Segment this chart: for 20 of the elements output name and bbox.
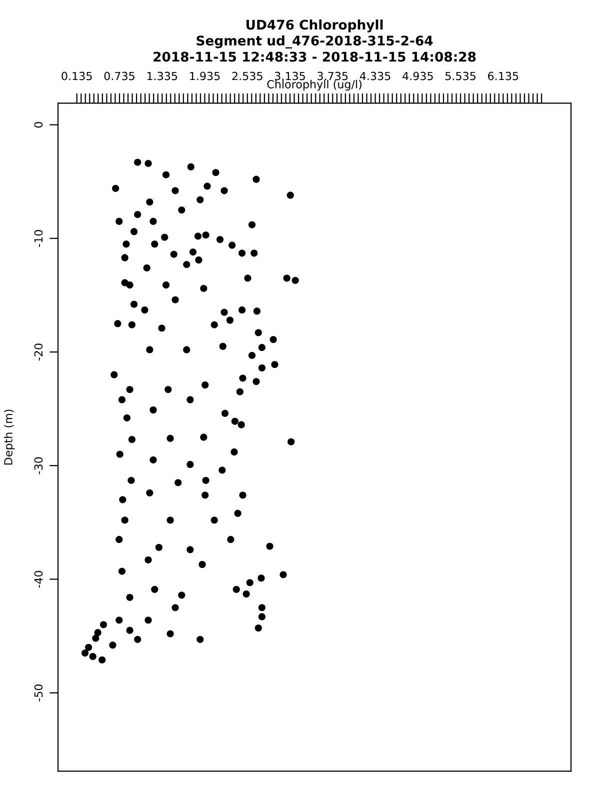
y-axis-title: Depth (m) (4, 410, 15, 465)
x-tick-label: 3.735 (318, 72, 348, 80)
y-tick-label: -50 (34, 684, 43, 702)
chart-title: UD476 Chlorophyll Segment ud_476-2018-315-2-64 2018-11-15 12:48:33 - 2018-11-15 14:08:28 (154, 19, 476, 62)
y-tick-label: -40 (34, 570, 43, 588)
y-tick-label: -10 (34, 230, 43, 247)
x-tick-label: 1.935 (190, 72, 220, 80)
x-tick-label: 3.135 (274, 72, 305, 80)
y-tick-label: -20 (34, 344, 43, 361)
y-tick-label: 0 (34, 122, 43, 128)
x-tick-label: 1.335 (147, 72, 178, 80)
x-axis-title: Chlorophyll (ug/l) (267, 80, 362, 91)
x-tick-label: 2.535 (232, 72, 262, 80)
x-tick-label: 5.535 (445, 72, 476, 80)
x-tick-label: 4.335 (360, 72, 390, 80)
x-tick-label: 4.935 (402, 72, 433, 80)
x-tick-label: 0.135 (62, 72, 92, 80)
y-tick-label: -30 (34, 457, 43, 474)
x-tick-label: 6.135 (488, 72, 518, 80)
x-tick-label: 0.735 (104, 72, 134, 80)
